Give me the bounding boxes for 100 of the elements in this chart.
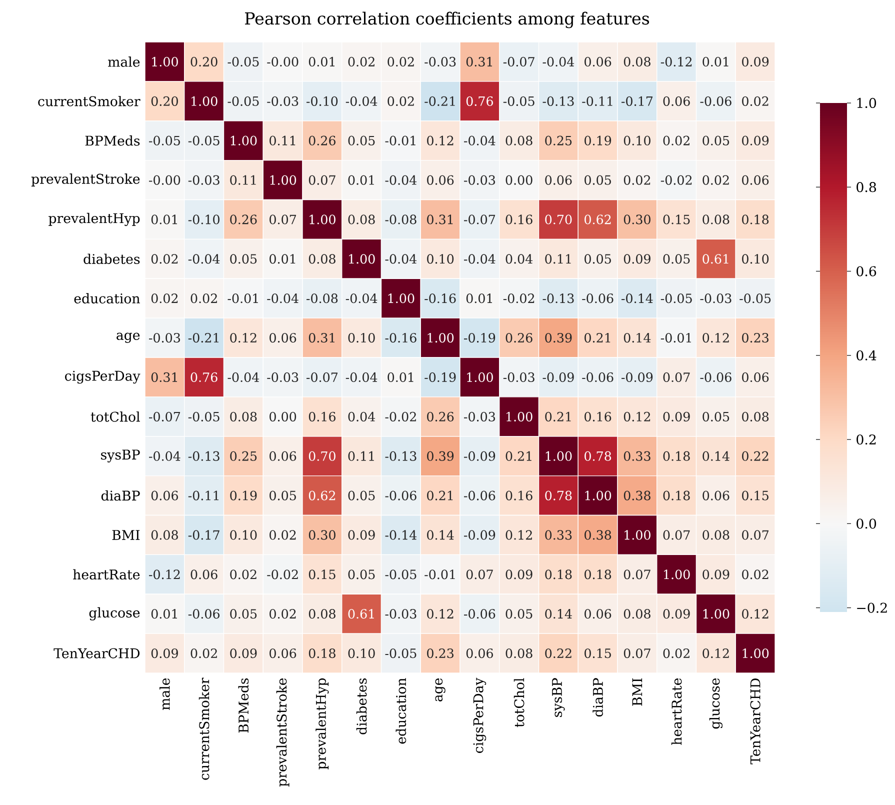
data-label: 0.05 — [348, 136, 375, 146]
data-label: 0.18 — [545, 570, 572, 580]
data-label: 0.02 — [663, 136, 690, 146]
data-label: 0.02 — [270, 609, 296, 619]
data-label: 0.15 — [584, 648, 611, 658]
data-label: 0.18 — [742, 214, 769, 224]
data-label: 0.01 — [702, 56, 728, 67]
data-label: 0.10 — [230, 530, 257, 540]
data-label: 0.10 — [348, 648, 375, 658]
y-tick-label: sysBP — [101, 450, 140, 462]
data-label: 0.07 — [624, 648, 650, 658]
data-label: 0.05 — [702, 136, 730, 146]
data-label: 0.14 — [702, 451, 730, 461]
data-label: 0.06 — [151, 490, 178, 500]
data-label: -0.13 — [542, 294, 574, 304]
data-label: 0.31 — [466, 56, 492, 67]
data-label: 0.14 — [545, 609, 572, 619]
data-label: -0.04 — [267, 294, 298, 304]
data-label: -0.08 — [306, 294, 338, 304]
data-label: -0.03 — [503, 372, 534, 382]
data-label: -0.05 — [385, 648, 416, 658]
data-label: 0.09 — [742, 136, 769, 146]
y-tick-label: currentSmoker — [38, 96, 140, 106]
data-label: -0.03 — [424, 56, 456, 67]
data-label: -0.04 — [346, 96, 378, 106]
x-tick-label: TenYearCHD — [750, 678, 760, 764]
data-label: 0.02 — [151, 254, 178, 264]
data-label: -0.12 — [660, 56, 692, 67]
data-label: 1.00 — [506, 412, 532, 422]
y-tick-label: education — [74, 293, 140, 304]
data-label: 1.00 — [349, 254, 375, 264]
x-tick-label: diabetes — [356, 678, 367, 734]
data-label: 0.01 — [308, 56, 334, 67]
data-label: 0.08 — [308, 609, 336, 619]
data-label: 0.00 — [270, 412, 296, 422]
data-label: 0.70 — [308, 451, 336, 461]
color-bar-label: −0.2 — [857, 602, 887, 613]
data-label: 0.02 — [190, 648, 217, 658]
data-label: 0.00 — [506, 175, 532, 185]
data-label: 0.10 — [348, 332, 375, 343]
data-label: 0.16 — [506, 214, 532, 224]
data-label: -0.04 — [542, 56, 574, 67]
x-tick-label: age — [435, 678, 446, 702]
data-label: -0.16 — [385, 332, 416, 343]
data-label: -0.03 — [267, 372, 298, 382]
data-label: 0.76 — [466, 96, 493, 106]
y-tick-label: age — [116, 332, 140, 343]
data-label: 0.14 — [427, 530, 454, 540]
data-label: -0.00 — [149, 175, 180, 185]
data-label: 0.02 — [230, 570, 256, 580]
data-label: 0.01 — [388, 372, 414, 382]
data-label: 0.23 — [427, 648, 454, 658]
data-label: 0.21 — [545, 412, 571, 422]
data-label: 0.05 — [584, 175, 611, 185]
data-label: 0.09 — [624, 254, 650, 264]
color-bar-label: 0.6 — [856, 266, 876, 276]
data-label: 0.08 — [702, 530, 730, 540]
x-tick-label: heartRate — [671, 678, 682, 745]
data-label: 1.00 — [742, 648, 769, 658]
y-tick-label: cigsPerDay — [65, 370, 140, 384]
color-bar-label: 0.0 — [856, 518, 876, 529]
color-bar-label: 1.0 — [857, 98, 876, 108]
data-label: 0.07 — [270, 214, 296, 224]
data-label: -0.01 — [228, 294, 258, 304]
data-label: -0.17 — [188, 530, 220, 540]
data-label: -0.05 — [188, 412, 220, 422]
data-label: 1.00 — [270, 175, 296, 185]
data-label: -0.04 — [188, 254, 220, 264]
data-label: 0.15 — [308, 570, 336, 580]
data-label: 0.26 — [427, 412, 454, 422]
data-label: 0.10 — [427, 254, 454, 264]
data-label: 0.22 — [742, 451, 768, 461]
data-label: 0.08 — [742, 412, 769, 422]
data-label: 1.00 — [624, 530, 650, 540]
data-label: -0.14 — [622, 294, 653, 304]
data-label: 0.11 — [270, 136, 296, 146]
data-label: 0.12 — [702, 648, 729, 658]
data-label: 0.06 — [270, 648, 296, 658]
data-label: -0.05 — [228, 96, 259, 106]
data-label: 0.62 — [584, 214, 611, 224]
data-label: 1.00 — [585, 490, 612, 500]
data-label: 0.05 — [506, 609, 532, 619]
data-label: -0.03 — [149, 332, 180, 343]
data-label: 0.12 — [427, 136, 454, 146]
data-label: -0.14 — [385, 530, 417, 540]
data-label: 0.06 — [742, 175, 769, 185]
x-tick-label: prevalentHyp — [316, 678, 329, 770]
data-label: 0.18 — [663, 490, 690, 500]
data-label: 0.08 — [308, 254, 336, 264]
data-label: 0.21 — [584, 332, 610, 343]
data-label: 0.05 — [702, 412, 730, 422]
data-label: 0.08 — [624, 609, 650, 619]
data-label: 1.00 — [310, 214, 336, 224]
data-label: 0.31 — [427, 214, 453, 224]
y-tick-label: TenYearCHD — [54, 648, 140, 658]
y-tick-label: BPMeds — [85, 135, 140, 146]
data-label: 0.39 — [427, 451, 454, 461]
x-tick-label: currentSmoker — [198, 678, 210, 780]
data-label: -0.03 — [464, 412, 496, 422]
data-label: -0.03 — [267, 96, 298, 106]
